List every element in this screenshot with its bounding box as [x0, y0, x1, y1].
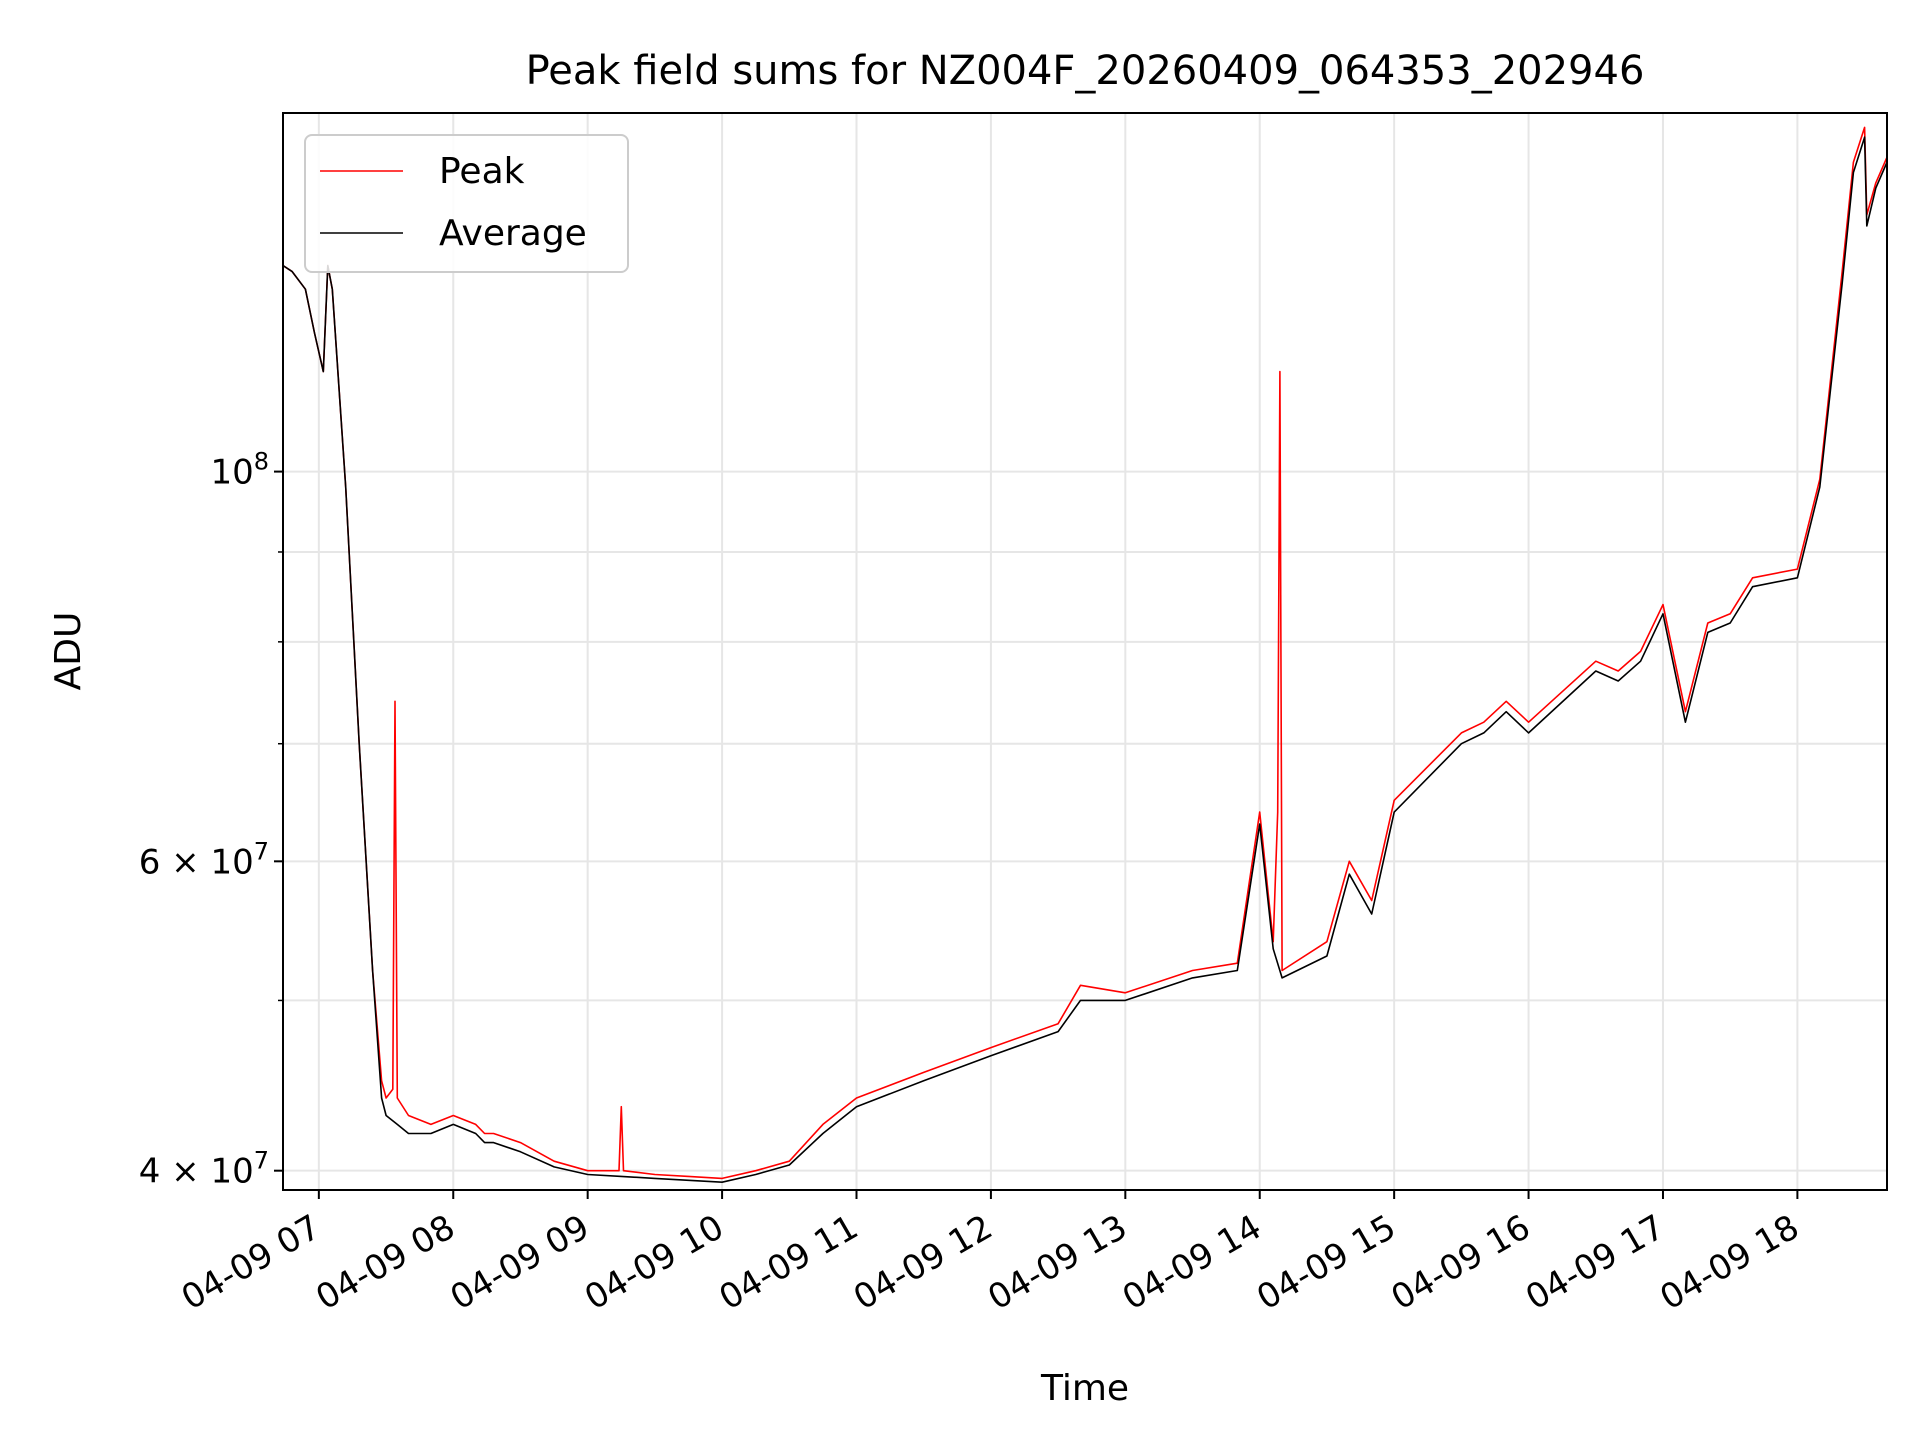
y-tick-exponent: 8: [254, 448, 269, 476]
y-tick-base: 4 × 10: [139, 1152, 254, 1192]
series-line-peak: [283, 126, 1887, 1180]
y-tick-exponent: 7: [254, 837, 269, 865]
legend-box: [304, 134, 629, 273]
grid: [283, 113, 1887, 1190]
plot-frame: [282, 112, 1888, 1191]
chart-title: Peak field sums for NZ004F_20260409_0643…: [526, 48, 1645, 94]
y-tick-base: 6 × 10: [139, 842, 254, 882]
legend-peak-label: Peak: [439, 151, 525, 192]
y-tick-label: 6 × 107: [139, 837, 269, 882]
y-axis-label: ADU: [48, 612, 89, 691]
series-line-average: [283, 136, 1887, 1183]
y-tick-base: 10: [210, 453, 253, 493]
y-tick-exponent: 7: [254, 1147, 269, 1175]
y-tick-label: 4 × 107: [139, 1147, 269, 1192]
legend-average-label: Average: [439, 213, 587, 254]
x-axis-label: Time: [1040, 1368, 1129, 1409]
series-layer: [283, 126, 1887, 1183]
y-tick-label: 108: [210, 448, 269, 493]
legend: Peak Average: [304, 134, 629, 273]
